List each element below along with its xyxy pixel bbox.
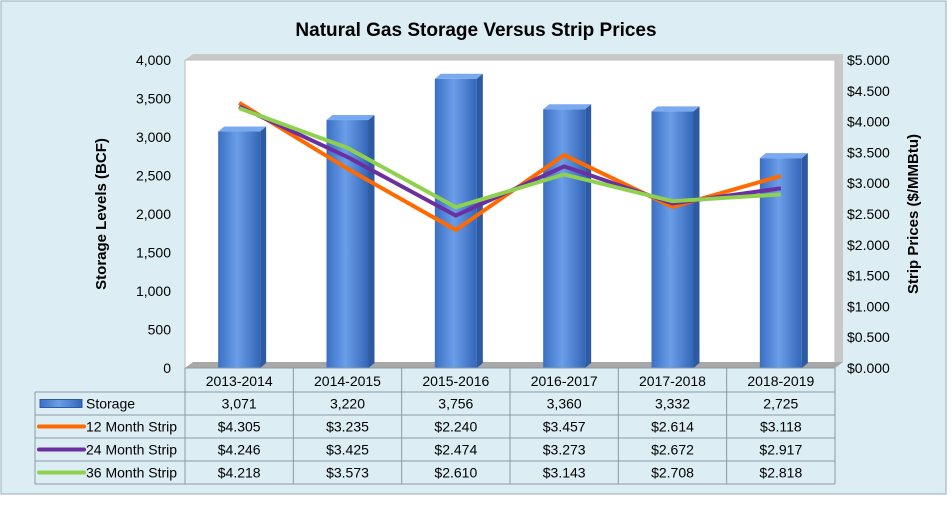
y2-tick-label: $4.000 — [847, 114, 890, 130]
x-category-label: 2018-2019 — [747, 373, 814, 389]
y-axis-label: Storage Levels (BCF) — [93, 138, 110, 290]
data-table-cell: $2.610 — [434, 465, 477, 481]
bar-side — [476, 73, 483, 369]
data-table-cell: $3.457 — [543, 419, 586, 435]
storage-bar — [543, 109, 586, 368]
legend-key-storage — [39, 399, 83, 408]
line-36-month-strip — [238, 106, 781, 210]
data-table-cell: $4.218 — [218, 465, 261, 481]
y2-tick-label: $2.500 — [847, 206, 890, 222]
bar-side — [693, 106, 700, 368]
y2-tick-label: $0.000 — [847, 360, 890, 376]
data-table-cell: $4.305 — [218, 419, 261, 435]
y-tick-label: 2,500 — [136, 168, 171, 184]
data-table-cell: 3,360 — [547, 396, 582, 412]
x-category-label: 2016-2017 — [531, 373, 598, 389]
legend-label: 12 Month Strip — [86, 419, 177, 435]
bar-top — [543, 104, 592, 110]
y2-axis-label: Strip Prices ($/MMBtu) — [905, 134, 922, 294]
x-category-label: 2014-2015 — [314, 373, 381, 389]
bar-top — [218, 126, 267, 132]
data-table-cell: $3.235 — [326, 419, 369, 435]
data-table-cell: $3.573 — [326, 465, 369, 481]
data-table-cell: $2.672 — [651, 442, 694, 458]
y2-tick-label: $3.500 — [847, 144, 890, 160]
bar-top — [651, 106, 700, 112]
data-table-cell: 3,071 — [222, 396, 257, 412]
data-table-cell: $2.708 — [651, 465, 694, 481]
bar-top — [326, 115, 375, 121]
y2-tick-label: $3.000 — [847, 175, 890, 191]
data-table-cell: $3.273 — [543, 442, 586, 458]
data-table-cell: $2.917 — [759, 442, 802, 458]
bar-top — [434, 73, 483, 79]
x-category-label: 2017-2018 — [639, 373, 706, 389]
data-table-cell: $2.474 — [434, 442, 477, 458]
data-table-cell: $3.425 — [326, 442, 369, 458]
storage-bar — [218, 131, 261, 368]
bar-side — [260, 126, 267, 369]
y-tick-label: 4,000 — [136, 52, 171, 68]
storage-bar — [759, 158, 802, 368]
bar-top — [759, 153, 808, 159]
chart-title: Natural Gas Storage Versus Strip Prices — [295, 20, 656, 41]
data-table-cell: $2.818 — [759, 465, 802, 481]
y2-tick-label: $5.000 — [847, 52, 890, 68]
x-category-label: 2013-2014 — [206, 373, 273, 389]
legend-label: 24 Month Strip — [86, 442, 177, 458]
data-table-cell: $2.240 — [434, 419, 477, 435]
y-tick-label: 2,000 — [136, 206, 171, 222]
y2-tick-label: $1.000 — [847, 298, 890, 314]
data-table-cell: $2.614 — [651, 419, 694, 435]
y-tick-label: 1,000 — [136, 283, 171, 299]
data-table-cell: $3.143 — [543, 465, 586, 481]
data-table-cell: 3,220 — [330, 396, 365, 412]
data-table-cell: $3.118 — [760, 419, 802, 435]
plot-floor — [185, 362, 843, 368]
y2-tick-label: $2.000 — [847, 237, 890, 253]
legend-label: Storage — [86, 396, 135, 412]
y2-tick-label: $4.500 — [847, 83, 890, 99]
data-table-cell: 3,756 — [438, 396, 473, 412]
y-tick-label: 0 — [163, 360, 171, 376]
y-tick-label: 1,500 — [136, 245, 171, 261]
y-tick-label: 3,000 — [136, 129, 171, 145]
x-category-label: 2015-2016 — [422, 373, 489, 389]
storage-bar — [651, 111, 694, 368]
y2-tick-label: $0.500 — [847, 329, 890, 345]
y-tick-label: 500 — [148, 322, 172, 338]
legend-label: 36 Month Strip — [86, 465, 177, 481]
data-table-cell: 2,725 — [763, 396, 798, 412]
data-table-cell: $4.246 — [218, 442, 261, 458]
y-tick-label: 3,500 — [136, 91, 171, 107]
bar-side — [801, 153, 808, 368]
y2-tick-label: $1.500 — [847, 268, 890, 284]
bar-side — [368, 115, 375, 368]
bar-side — [585, 104, 592, 368]
plot-area — [184, 59, 836, 369]
data-table-cell: 3,332 — [655, 396, 690, 412]
